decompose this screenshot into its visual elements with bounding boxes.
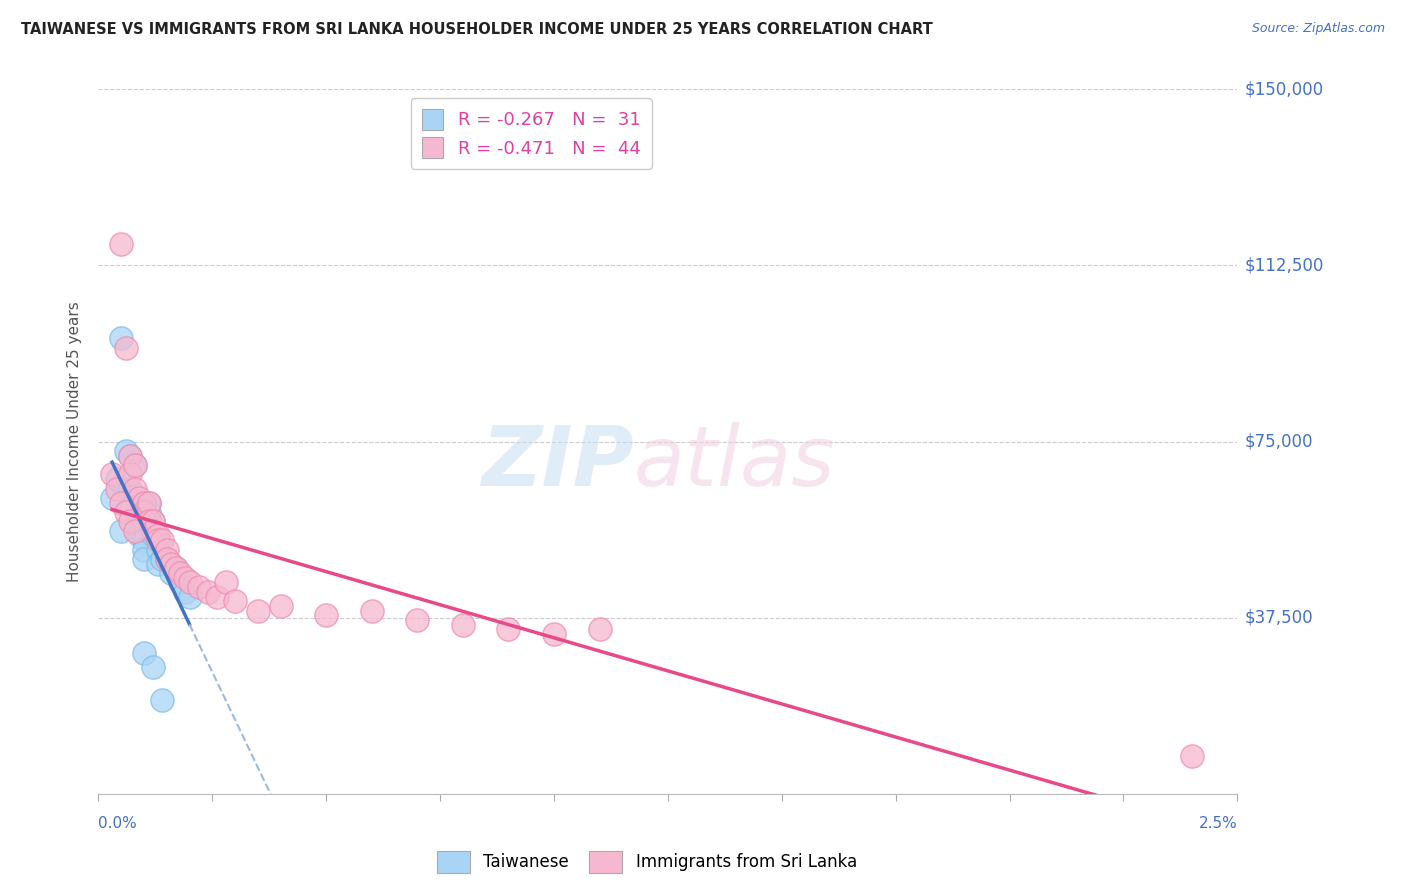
Point (128, 491, 150, 505)
Point (169, 566, 191, 580)
Point (174, 585, 197, 599)
Point (1181, 749, 1204, 764)
Point (105, 482, 128, 496)
Point (165, 561, 187, 575)
Point (138, 495, 160, 509)
Point (174, 571, 197, 585)
Point (160, 557, 183, 571)
Point (132, 533, 155, 548)
Text: Source: ZipAtlas.com: Source: ZipAtlas.com (1251, 22, 1385, 36)
Text: ZIP: ZIP (481, 422, 634, 503)
Point (146, 557, 169, 571)
Point (132, 505, 155, 519)
Point (156, 552, 179, 566)
Point (120, 467, 142, 482)
Y-axis label: Householder Income Under 25 years: Householder Income Under 25 years (67, 301, 83, 582)
Point (120, 449, 142, 463)
Point (110, 495, 132, 509)
Point (360, 604, 382, 618)
Point (451, 617, 474, 632)
Point (105, 472, 128, 486)
Text: 2.5%: 2.5% (1198, 816, 1237, 831)
Point (120, 515, 142, 529)
Point (197, 585, 219, 599)
Point (270, 599, 292, 613)
Point (150, 552, 173, 566)
Text: $112,500: $112,500 (1244, 256, 1323, 275)
Text: atlas: atlas (634, 422, 835, 503)
Point (187, 580, 209, 594)
Point (543, 627, 565, 641)
Point (315, 608, 337, 623)
Point (110, 237, 132, 252)
Text: $37,500: $37,500 (1244, 608, 1313, 627)
Text: 0.0%: 0.0% (98, 816, 138, 831)
Point (142, 524, 165, 538)
Point (124, 458, 146, 472)
Point (101, 467, 124, 482)
Point (114, 444, 136, 458)
Point (160, 557, 183, 571)
Legend: R = -0.267   N =  31, R = -0.471   N =  44: R = -0.267 N = 31, R = -0.471 N = 44 (411, 98, 651, 169)
Point (114, 505, 136, 519)
Point (128, 528, 150, 542)
Point (160, 566, 183, 580)
Point (120, 482, 142, 496)
Point (150, 693, 173, 707)
Point (124, 458, 146, 472)
Point (120, 449, 142, 463)
Point (142, 660, 165, 674)
Point (146, 542, 169, 557)
Point (246, 604, 269, 618)
Point (150, 533, 173, 548)
Text: TAIWANESE VS IMMIGRANTS FROM SRI LANKA HOUSEHOLDER INCOME UNDER 25 YEARS CORRELA: TAIWANESE VS IMMIGRANTS FROM SRI LANKA H… (21, 22, 932, 37)
Point (124, 505, 146, 519)
Point (110, 524, 132, 538)
Point (142, 528, 165, 542)
Point (132, 542, 155, 557)
Point (132, 552, 155, 566)
Point (146, 528, 169, 542)
Point (138, 515, 160, 529)
Point (179, 590, 201, 604)
Point (138, 505, 160, 519)
Point (156, 552, 179, 566)
Point (124, 524, 146, 538)
Text: $150,000: $150,000 (1244, 80, 1323, 98)
Point (142, 515, 165, 529)
Point (146, 533, 169, 548)
Point (132, 646, 155, 660)
Point (142, 515, 165, 529)
Point (101, 491, 124, 505)
Point (138, 495, 160, 509)
Point (215, 575, 238, 590)
Text: $75,000: $75,000 (1244, 433, 1313, 450)
Point (128, 515, 150, 529)
Point (165, 561, 187, 575)
Legend: Taiwanese, Immigrants from Sri Lanka: Taiwanese, Immigrants from Sri Lanka (430, 845, 863, 880)
Point (124, 482, 146, 496)
Point (224, 594, 246, 608)
Point (406, 613, 429, 627)
Point (588, 623, 610, 637)
Point (110, 331, 132, 345)
Point (179, 575, 201, 590)
Point (114, 341, 136, 355)
Point (169, 575, 191, 590)
Point (498, 623, 520, 637)
Point (156, 542, 179, 557)
Point (132, 495, 155, 509)
Point (205, 590, 228, 604)
